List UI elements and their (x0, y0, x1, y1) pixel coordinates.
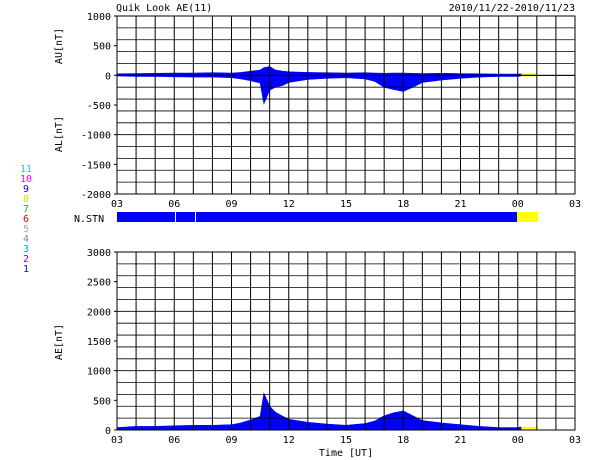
nstn-bar-gap-2 (195, 212, 196, 222)
ae-axis-label: AE[nT] (54, 324, 65, 360)
au-al-y-tick-label: -1500 (81, 160, 111, 171)
nstn-bar-provisional (517, 212, 538, 222)
station-legend-label: 10 (20, 174, 32, 185)
station-legend-label: 3 (23, 244, 29, 255)
au-al-grid (114, 15, 576, 195)
au-al-x-tick-label: 03 (111, 199, 123, 210)
ae-y-tick-label: 1500 (87, 337, 111, 348)
station-legend-label: 11 (20, 164, 32, 175)
ae-x-tick-label: 00 (512, 435, 524, 446)
au-al-y-tick-labels: 1000 500 0 -500 -1000 -1500 -2000 (81, 12, 111, 201)
station-legend-label: 5 (23, 224, 29, 235)
nstn-bar-gap-1 (175, 212, 176, 222)
au-al-panel: 1000 500 0 -500 -1000 -1500 -2000 03 06 09 12 15 18… (54, 12, 581, 210)
date-range: 2010/11/22-2010/11/23 (449, 3, 575, 14)
au-al-x-tick-labels: 03 06 09 12 15 18 21 00 03 (111, 199, 581, 210)
station-legend-label: 2 (23, 254, 29, 265)
ae-y-tick-label: 2000 (87, 307, 111, 318)
au-al-y-tick-label: -500 (87, 101, 111, 112)
station-legend-label: 9 (23, 184, 29, 195)
station-legend-label: 8 (23, 194, 29, 205)
au-al-y-tick-label: -2000 (81, 190, 111, 201)
time-axis-label: Time [UT] (319, 448, 373, 459)
au-al-y-tick-label: 0 (105, 71, 111, 82)
ae-x-tick-label: 15 (340, 435, 352, 446)
ae-x-tick-label: 21 (454, 435, 466, 446)
ae-y-tick-label: 1000 (87, 367, 111, 378)
ae-x-tick-label: 03 (569, 435, 581, 446)
ae-x-tick-label: 12 (283, 435, 295, 446)
ae-y-tick-labels: 3000 2500 2000 1500 1000 500 0 (87, 248, 111, 437)
au-al-x-tick-label: 06 (168, 199, 180, 210)
au-al-x-tick-label: 03 (569, 199, 581, 210)
au-al-y-tick-label: -1000 (81, 131, 111, 142)
au-al-x-tick-label: 00 (512, 199, 524, 210)
station-legend-label: 7 (23, 204, 29, 215)
al-axis-label: AL[nT] (54, 116, 65, 152)
nstn-label: N.STN (74, 214, 104, 225)
station-legend-label: 1 (23, 264, 29, 275)
ae-x-tick-label: 18 (397, 435, 409, 446)
au-al-y-tick-label: 1000 (87, 12, 111, 23)
ae-x-tick-label: 06 (168, 435, 180, 446)
station-legend-label: 6 (23, 214, 29, 225)
ae-y-tick-label: 0 (105, 426, 111, 437)
ae-x-tick-label: 03 (111, 435, 123, 446)
ae-y-tick-label: 3000 (87, 248, 111, 259)
au-al-x-tick-label: 18 (397, 199, 409, 210)
au-al-x-tick-label: 15 (340, 199, 352, 210)
ae-x-tick-label: 09 (225, 435, 237, 446)
station-legend-label: 4 (23, 234, 29, 245)
au-axis-label: AU[nT] (54, 28, 65, 64)
chart-title: Quik Look AE(11) (116, 3, 212, 14)
au-al-y-tick-label: 500 (93, 42, 111, 53)
nstn-panel: N.STN (74, 212, 538, 225)
nstn-bar-main (117, 212, 517, 222)
au-al-x-tick-label: 21 (454, 199, 466, 210)
ae-y-tick-label: 2500 (87, 278, 111, 289)
ae-grid (114, 251, 576, 431)
ae-x-tick-labels: 03 06 09 12 15 18 21 00 03 (111, 435, 581, 446)
au-al-x-tick-label: 12 (283, 199, 295, 210)
ae-y-tick-label: 500 (93, 396, 111, 407)
au-al-x-tick-label: 09 (225, 199, 237, 210)
